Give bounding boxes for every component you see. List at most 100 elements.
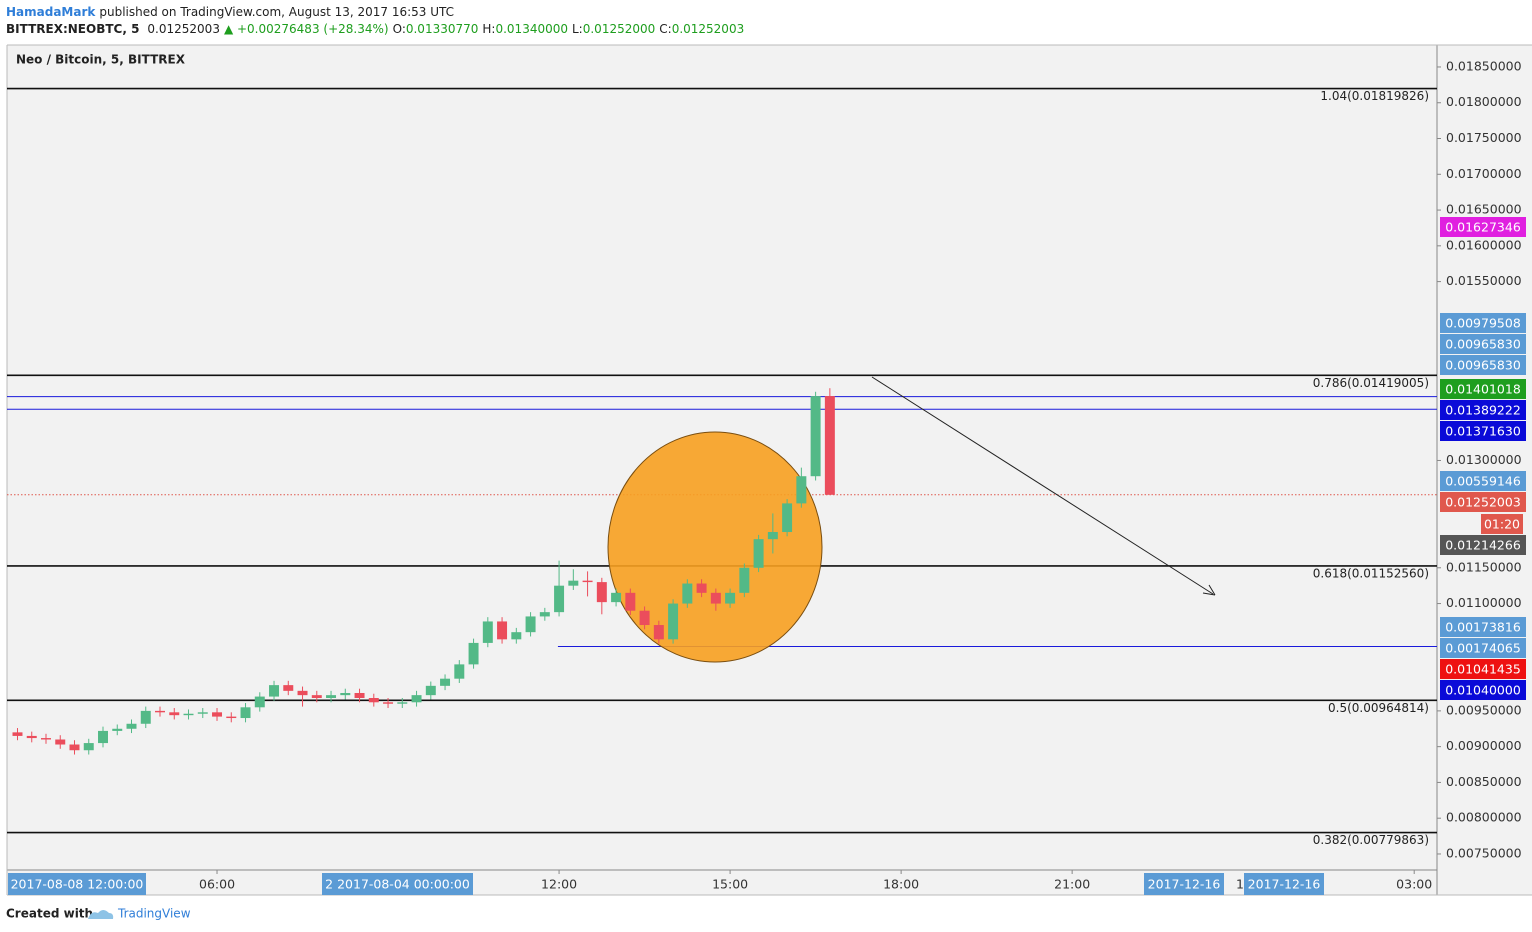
ohlc-value: 0.01252003: [672, 22, 745, 36]
candle-body: [625, 592, 636, 611]
price-badge-label: 0.00979508: [1445, 316, 1521, 331]
y-tick-label: 0.00850000: [1446, 774, 1522, 789]
time-badge-label: 2 2017-08-04 00:00:00: [325, 877, 470, 892]
candle-body: [411, 695, 422, 703]
y-tick-label: 0.00900000: [1446, 738, 1522, 753]
time-badge-label: 2017-12-16: [1148, 877, 1221, 892]
price-badge: [1440, 471, 1526, 491]
candle-body: [425, 685, 436, 696]
price-badge-label: 0.01371630: [1445, 424, 1521, 439]
candle-body: [12, 732, 23, 736]
candle-body: [554, 585, 565, 613]
price-badge: [1440, 355, 1526, 375]
candle-body: [525, 616, 536, 633]
candle-body: [753, 539, 764, 568]
y-tick-label: 0.01750000: [1446, 130, 1522, 145]
candle-body: [55, 739, 66, 745]
candle-body: [297, 690, 308, 696]
y-tick-label: 0.00750000: [1446, 845, 1522, 860]
time-badge-label: 2017-12-16: [1248, 877, 1321, 892]
candle-body: [197, 712, 208, 714]
candle-body: [710, 592, 721, 604]
candle-body: [354, 692, 365, 699]
price-badge: [1440, 492, 1526, 512]
price-badge-label: 0.01040000: [1445, 683, 1521, 698]
trend-arrow: [871, 376, 1214, 595]
price-badge: [1440, 638, 1526, 658]
y-tick-label: 0.01150000: [1446, 559, 1522, 574]
candle-body: [311, 695, 322, 699]
price-badge: [1440, 400, 1526, 420]
candle-body: [782, 503, 793, 533]
price-badge: [1440, 334, 1526, 354]
price-axis-background: [1437, 45, 1532, 895]
candle-body: [269, 685, 280, 697]
price-badge-label: 0.00174065: [1445, 641, 1521, 656]
candle-body: [824, 396, 835, 495]
candle-body: [326, 695, 337, 699]
candle-body: [725, 592, 736, 604]
candle-body: [767, 532, 778, 540]
time-badge-label: 1: [1236, 877, 1244, 892]
price-badge: [1440, 379, 1526, 399]
highlight-circle: [607, 431, 823, 663]
price-badge: [1481, 514, 1523, 534]
y-tick-label: 0.01650000: [1446, 202, 1522, 217]
candle-body: [112, 728, 123, 731]
candle-body: [696, 583, 707, 593]
candle-body: [568, 580, 579, 586]
fib-label: 1.04(0.01819826): [1320, 89, 1429, 103]
ohlc-key: H:: [482, 22, 495, 36]
candle-body: [368, 698, 379, 703]
price-badge: [1440, 421, 1526, 441]
candle-body: [283, 685, 294, 691]
candle-body: [69, 744, 80, 751]
candle-body: [83, 743, 94, 751]
candle-body: [511, 632, 522, 640]
candle-body: [41, 738, 51, 740]
candle-body: [668, 603, 679, 640]
candle-body: [454, 664, 465, 679]
x-tick-label: 21:00: [1054, 877, 1090, 892]
candle-body: [26, 735, 37, 739]
footer-brand: TradingView: [117, 907, 191, 921]
y-tick-label: 0.01300000: [1446, 452, 1522, 467]
candle-body: [126, 723, 137, 729]
header-line-1: HamadaMark published on TradingView.com, …: [6, 5, 454, 19]
symbol: BITTREX:NEOBTC, 5: [6, 22, 139, 36]
author: HamadaMark: [6, 5, 96, 19]
price-badge: [1440, 535, 1526, 555]
y-tick-label: 0.01100000: [1446, 595, 1522, 610]
x-tick-label: 18:00: [883, 877, 919, 892]
candle-body: [155, 710, 165, 713]
footer-created: Created with: [6, 907, 93, 921]
x-tick-label: 15:00: [712, 877, 748, 892]
candle-body: [468, 642, 479, 665]
candle-body: [653, 625, 664, 640]
candle-body: [98, 730, 108, 744]
y-tick-label: 0.01700000: [1446, 166, 1522, 181]
fib-label: 0.5(0.00964814): [1328, 701, 1429, 715]
change: ▲ +0.00276483 (+28.34%): [224, 22, 389, 36]
ohlc-value: 0.01252000: [583, 22, 656, 36]
candle-body: [582, 580, 593, 583]
price-badge-label: 0.01627346: [1445, 220, 1521, 235]
price-badge-label: 0.01041435: [1445, 662, 1521, 677]
candle-body: [639, 610, 650, 626]
arrow-head: [1202, 584, 1216, 596]
price-badge-label: 0.00965830: [1445, 337, 1521, 352]
candle-body: [383, 702, 394, 704]
candle-body: [226, 716, 237, 719]
price-badge-label: 0.00965830: [1445, 358, 1521, 373]
candle-body: [739, 567, 750, 593]
time-badge: [1144, 873, 1224, 895]
time-badge: [1244, 873, 1324, 895]
price-badge-label: 0.01214266: [1445, 538, 1521, 553]
published: published on TradingView.com, August 13,…: [99, 5, 454, 19]
candle-body: [397, 702, 408, 704]
candle-body: [796, 476, 807, 504]
candle-body: [539, 612, 550, 617]
candle-body: [596, 582, 607, 603]
price-badge: [1440, 617, 1526, 637]
price-badge-label: 0.00173816: [1445, 620, 1521, 635]
